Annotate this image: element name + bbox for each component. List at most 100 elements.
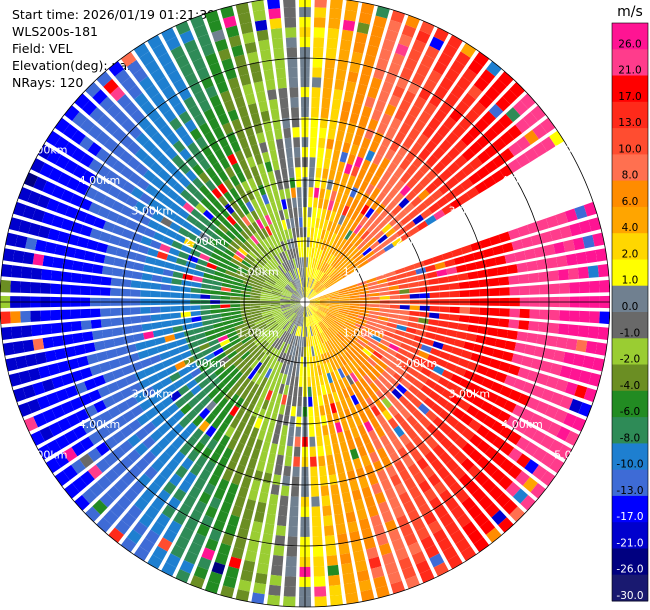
velocity-gate [379, 157, 391, 170]
velocity-gate [261, 151, 271, 163]
velocity-gate [276, 413, 284, 425]
velocity-gate [499, 308, 510, 317]
velocity-gate [299, 288, 304, 298]
velocity-gate [599, 279, 610, 293]
velocity-gate [394, 460, 406, 473]
velocity-gate [242, 31, 256, 44]
velocity-gate [292, 294, 301, 300]
velocity-gate [153, 362, 165, 373]
velocity-gate [242, 146, 253, 159]
velocity-gate [200, 395, 212, 407]
velocity-gate [208, 19, 223, 33]
velocity-gate [283, 309, 293, 315]
velocity-gate [271, 324, 280, 333]
velocity-gate [136, 413, 150, 426]
velocity-gate [340, 342, 350, 352]
velocity-gate [269, 149, 278, 161]
velocity-gate [199, 342, 210, 351]
velocity-gate [320, 485, 330, 497]
velocity-gate [202, 319, 213, 326]
velocity-gate [90, 275, 102, 285]
velocity-gate [424, 45, 440, 60]
velocity-gate [298, 316, 302, 327]
velocity-gate [318, 198, 324, 209]
velocity-gate [298, 376, 303, 387]
velocity-gate [81, 420, 96, 434]
velocity-gate [285, 311, 294, 318]
velocity-gate [310, 466, 318, 477]
velocity-gate [40, 282, 51, 294]
velocity-gate [210, 295, 221, 300]
velocity-gate [222, 278, 233, 285]
velocity-gate [121, 228, 134, 240]
velocity-gate [15, 355, 28, 370]
velocity-gate [339, 329, 349, 338]
velocity-gate [201, 315, 212, 321]
velocity-gate [62, 334, 74, 346]
velocity-gate [39, 162, 54, 178]
velocity-gate [291, 197, 297, 208]
velocity-gate [219, 385, 230, 397]
velocity-gate [326, 454, 335, 466]
velocity-gate [226, 215, 237, 226]
velocity-gate [432, 528, 448, 543]
velocity-gate [60, 321, 72, 333]
velocity-gate [413, 335, 425, 343]
velocity-gate [308, 406, 314, 417]
velocity-gate [322, 276, 331, 285]
velocity-gate [450, 59, 465, 75]
velocity-gate [170, 306, 181, 312]
velocity-gate [283, 0, 296, 8]
velocity-gate [18, 402, 32, 417]
velocity-gate [332, 443, 341, 455]
velocity-gate [296, 187, 302, 198]
velocity-gate [305, 267, 308, 278]
velocity-gate [481, 478, 497, 494]
velocity-gate [360, 2, 375, 15]
scan-info: Start time: 2026/01/19 01:21:39 WLS200s-… [12, 6, 215, 91]
velocity-gate [400, 215, 412, 226]
velocity-gate [264, 378, 272, 390]
velocity-gate [415, 329, 427, 337]
velocity-gate [209, 140, 221, 153]
velocity-gate [280, 303, 291, 306]
velocity-gate [272, 159, 280, 171]
velocity-gate [330, 402, 337, 414]
velocity-gate [374, 491, 386, 505]
velocity-gate [399, 294, 410, 299]
velocity-gate [137, 473, 152, 488]
velocity-gate [439, 513, 454, 528]
velocity-gate [256, 90, 267, 103]
velocity-gate [260, 420, 269, 432]
velocity-gate [122, 410, 136, 423]
velocity-gate [198, 420, 210, 433]
velocity-gate [337, 331, 347, 340]
velocity-gate [36, 395, 51, 410]
velocity-gate [198, 171, 210, 184]
velocity-gate [348, 333, 359, 342]
velocity-gate [161, 504, 176, 519]
velocity-gate [504, 375, 517, 387]
velocity-gate [589, 280, 600, 293]
velocity-gate [501, 242, 514, 253]
velocity-gate [290, 107, 299, 118]
velocity-gate [261, 329, 271, 338]
velocity-gate [306, 356, 310, 367]
velocity-gate [71, 459, 86, 475]
velocity-gate [529, 413, 544, 427]
velocity-gate [345, 511, 357, 523]
velocity-gate [439, 423, 453, 436]
velocity-gate [266, 320, 277, 328]
velocity-gate [313, 197, 319, 208]
velocity-gate [263, 331, 273, 340]
velocity-gate [164, 444, 178, 457]
velocity-gate [127, 433, 141, 448]
velocity-gate [365, 385, 375, 397]
velocity-gate [230, 354, 241, 364]
velocity-gate [88, 158, 103, 173]
velocity-gate [210, 232, 222, 242]
velocity-gate [359, 297, 370, 301]
velocity-gate [151, 458, 165, 473]
elevation-label: Elevation(deg): nan [12, 58, 136, 73]
velocity-gate [1, 264, 13, 278]
